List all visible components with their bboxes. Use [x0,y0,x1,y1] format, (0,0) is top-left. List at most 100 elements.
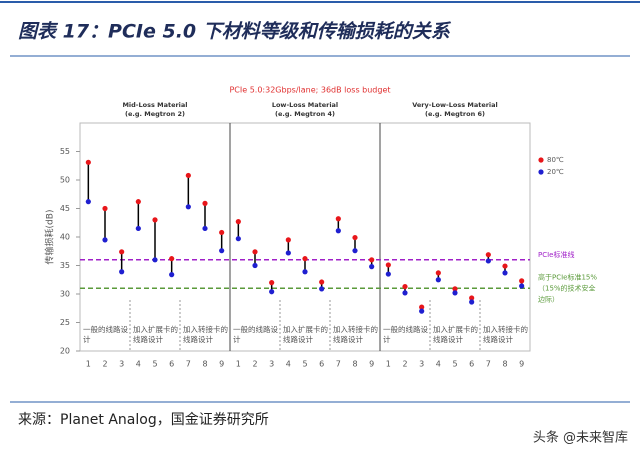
x-tick-label: 9 [369,360,374,369]
x-tick-label: 2 [402,360,407,369]
y-tick-label: 30 [60,290,70,299]
x-tick-label: 2 [102,360,107,369]
x-tick-label: 3 [269,360,274,369]
group-label: 加入转接卡的线路设计 [483,325,528,344]
dot [285,237,291,243]
x-tick-label: 3 [419,360,424,369]
reference-label: （15%的技术安全 [538,283,596,292]
dot [452,290,458,296]
dot [235,219,241,225]
y-tick-label: 45 [60,204,70,213]
x-tick-label: 8 [352,360,357,369]
dot [335,216,341,222]
legend-label: 80℃ [547,156,564,164]
x-tick-label: 3 [119,360,124,369]
dot [402,290,408,296]
dot [152,217,158,223]
x-tick-label: 5 [452,360,457,369]
reference-label: PCIe标准线 [538,250,574,259]
panel-title: (e.g. Megtron 2) [125,110,185,118]
dot [252,262,258,269]
legend-marker [538,157,544,163]
group-label: 一般的线路设计 [83,325,128,344]
legend-label: 20℃ [547,168,564,176]
y-tick-label: 40 [60,233,70,242]
dot [102,237,108,243]
plot-frame [79,122,531,352]
dot [85,159,91,165]
y-axis-label: 传输损耗(dB) [44,210,56,265]
x-tick-label: 7 [486,360,491,369]
dot [502,270,508,276]
dot [352,234,358,241]
group-label: 一般的线路设计 [383,325,428,344]
x-tick-label: 6 [469,360,474,369]
dot [352,248,358,254]
dot [302,256,308,262]
x-tick-label: 7 [336,360,341,369]
x-tick-label: 4 [136,360,141,369]
dot [319,279,325,285]
dot [285,250,291,256]
dot [435,270,441,276]
dot [269,280,275,286]
dot [369,257,375,263]
dot [452,286,458,292]
dot [469,295,475,301]
group-label: 加入转接卡的线路设计 [333,325,378,344]
x-tick-label: 1 [386,360,391,369]
reference-label: 边际） [538,294,559,303]
panel-title: (e.g. Megtron 6) [425,110,485,118]
dot [185,172,191,179]
dot [335,228,341,234]
dot [269,289,275,295]
dot [485,258,491,264]
panel-title: Low-Loss Material [272,101,338,109]
dot [252,249,258,255]
y-tick-label: 35 [60,261,70,270]
x-tick-label: 9 [219,360,224,369]
x-tick-label: 1 [86,360,91,369]
x-tick-label: 4 [436,360,441,369]
dot [85,199,91,205]
subtitle: PCIe 5.0:32Gbps/lane; 36dB loss budget [229,86,390,95]
group-label: 加入扩展卡的线路设计 [133,325,178,344]
group-label: 加入转接卡的线路设计 [183,325,228,344]
dot [385,271,391,277]
y-tick-label: 50 [60,176,70,185]
group-label: 加入扩展卡的线路设计 [433,325,478,344]
x-tick-label: 8 [202,360,207,369]
reference-label: 高于PCIe标准15% [538,272,597,281]
x-tick-label: 2 [252,360,257,369]
panel-title: Mid-Loss Material [122,101,187,109]
dot [385,262,391,268]
x-tick-label: 5 [302,360,307,369]
x-tick-label: 1 [236,360,241,369]
dot [219,229,225,236]
dot [519,283,525,289]
dot [102,205,108,212]
dot [152,257,158,263]
dot [485,252,491,258]
dot [219,248,225,254]
panel-title: (e.g. Megtron 4) [275,110,335,118]
group-label: 加入扩展卡的线路设计 [283,325,328,344]
x-tick-label: 7 [186,360,191,369]
chart-title: 图表 17：PCIe 5.0 下材料等级和传输损耗的关系 [18,21,452,43]
dot [519,278,525,284]
dot [435,277,441,283]
y-tick-label: 55 [60,147,70,156]
panel-title: Very-Low-Loss Material [412,101,498,109]
dot [319,286,325,292]
y-tick-label: 25 [60,318,70,327]
dot [419,304,425,310]
dot [419,308,425,314]
dot [169,272,175,278]
dot [402,283,408,290]
x-tick-label: 6 [169,360,174,369]
x-tick-label: 6 [319,360,324,369]
x-tick-label: 8 [502,360,507,369]
dot [469,299,475,305]
